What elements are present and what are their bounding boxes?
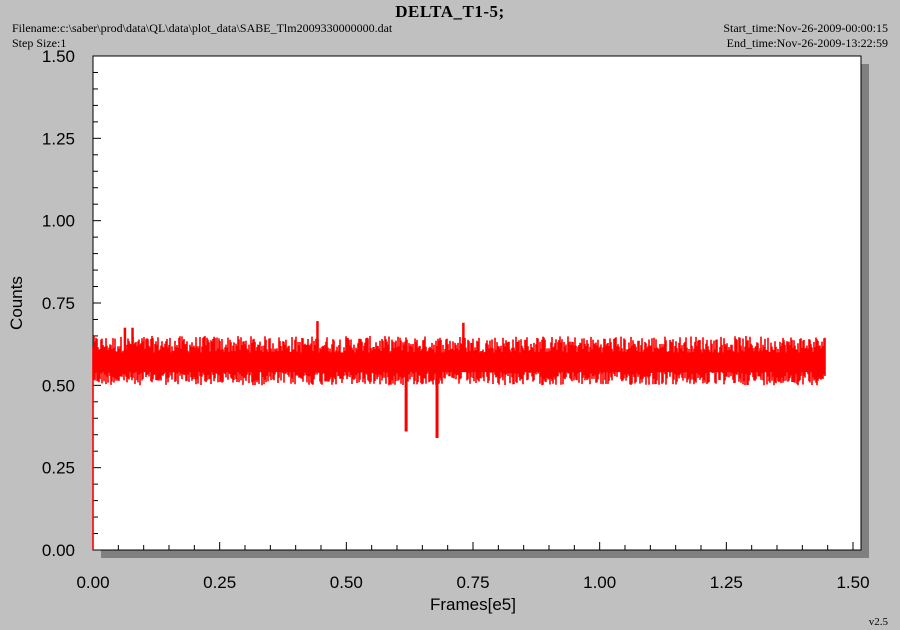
y-axis-title: Counts bbox=[7, 276, 26, 330]
x-tick-label: 1.00 bbox=[583, 573, 616, 592]
filename-label: Filename:c:\saber\prod\data\QL\data\plot… bbox=[12, 21, 393, 35]
series-core bbox=[93, 352, 826, 373]
y-tick-label: 0.00 bbox=[42, 541, 75, 560]
version-label: v2.5 bbox=[868, 616, 888, 628]
x-tick-label: 1.25 bbox=[710, 573, 743, 592]
chart-title: DELTA_T1-5; bbox=[395, 2, 505, 21]
y-tick-label: 0.25 bbox=[42, 459, 75, 478]
x-tick-label: 0.00 bbox=[76, 573, 109, 592]
x-tick-label: 0.50 bbox=[330, 573, 363, 592]
y-tick-label: 1.50 bbox=[42, 47, 75, 66]
step-size-label: Step Size:1 bbox=[12, 36, 67, 50]
y-tick-label: 1.25 bbox=[42, 129, 75, 148]
axis-labels: 0.00 0.25 0.50 0.75 1.00 1.25 1.50 0.00 0.25 0.50… bbox=[7, 47, 870, 614]
x-axis-title: Frames[e5] bbox=[430, 595, 516, 614]
start-time-label: Start_time:Nov-26-2009-00:00:15 bbox=[723, 21, 888, 35]
x-tick-label: 0.75 bbox=[456, 573, 489, 592]
series-group bbox=[92, 321, 826, 550]
x-tick-label: 1.50 bbox=[836, 573, 869, 592]
y-tick-label: 1.00 bbox=[42, 212, 75, 231]
x-tick-label: 0.25 bbox=[203, 573, 236, 592]
end-time-label: End_time:Nov-26-2009-13:22:59 bbox=[726, 36, 888, 50]
plot-area bbox=[92, 55, 862, 551]
y-tick-label: 0.75 bbox=[42, 294, 75, 313]
y-tick-label: 0.50 bbox=[42, 376, 75, 395]
